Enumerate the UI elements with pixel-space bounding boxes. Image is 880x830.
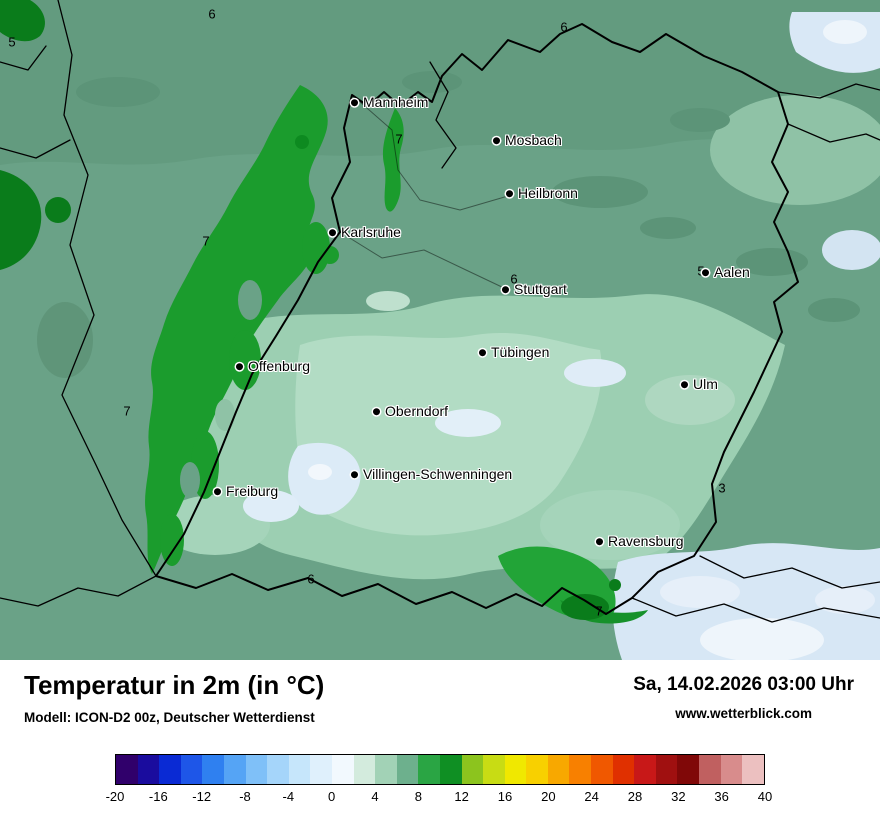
scale-cell	[655, 755, 678, 784]
scale-cell	[547, 755, 570, 784]
scale-tick-label: -8	[239, 789, 251, 804]
scale-cell	[742, 755, 764, 784]
website-url: www.wetterblick.com	[675, 706, 813, 721]
scale-cell	[159, 755, 181, 784]
scale-tick-label: -16	[148, 789, 168, 804]
scale-cell	[483, 755, 505, 784]
scale-tick-label: 4	[371, 789, 379, 804]
datetime-block: Sa, 14.02.2026 03:00 Uhr www.wetterblick…	[633, 674, 854, 721]
valid-datetime: Sa, 14.02.2026 03:00 Uhr	[633, 674, 854, 695]
scale-cell	[223, 755, 246, 784]
scale-cell	[116, 755, 138, 784]
scale-cell	[526, 755, 548, 784]
scale-tick-label: -4	[282, 789, 295, 804]
scale-tick-label: 24	[584, 789, 599, 804]
scale-cell	[396, 755, 419, 784]
scale-tick-label: 40	[757, 789, 773, 804]
scale-cell	[439, 755, 462, 784]
scale-cell	[418, 755, 440, 784]
model-info: Modell: ICON-D2 00z, Deutscher Wetterdie…	[24, 710, 315, 725]
scale-tick-label: 36	[714, 789, 729, 804]
scale-cell	[569, 755, 592, 784]
scale-bar	[115, 754, 765, 785]
scale-tick-label: -20	[105, 789, 125, 804]
scale-cell	[699, 755, 721, 784]
scale-cell	[375, 755, 397, 784]
scale-cell	[504, 755, 527, 784]
scale-cell	[310, 755, 332, 784]
terrain-layer	[0, 0, 880, 660]
border-layer	[0, 0, 880, 623]
footer: Temperatur in 2m (in °C) Modell: ICON-D2…	[0, 660, 880, 830]
map-title: Temperatur in 2m (in °C)	[24, 670, 325, 700]
scale-ticks: -20 -16 -12 -8 -4 0 4 8 12 16 20 24 28 32 36 40	[106, 789, 773, 807]
scale-tick-label: 32	[671, 789, 686, 804]
scale-tick-label: 28	[627, 789, 643, 804]
color-scale: -20 -16 -12 -8 -4 0 4 8 12 16 20 24 28 32 36 40	[106, 754, 773, 807]
scale-tick-label: 16	[497, 789, 513, 804]
scale-cell	[634, 755, 656, 784]
scale-tick-label: 12	[454, 789, 469, 804]
scale-cell	[677, 755, 700, 784]
scale-tick-label: -12	[192, 789, 212, 804]
scale-cell	[137, 755, 160, 784]
scale-tick-label: 0	[328, 789, 336, 804]
scale-cell	[353, 755, 376, 784]
scale-cell	[612, 755, 635, 784]
scale-tick-label: 8	[414, 789, 422, 804]
scale-cell	[202, 755, 224, 784]
scale-cell	[720, 755, 743, 784]
map-svg	[0, 0, 880, 660]
scale-cell	[180, 755, 203, 784]
scale-cell	[245, 755, 268, 784]
scale-cell	[331, 755, 354, 784]
scale-cell	[288, 755, 311, 784]
scale-tick-label: 20	[541, 789, 556, 804]
scale-cell	[461, 755, 484, 784]
scale-cell	[267, 755, 289, 784]
scale-cell	[591, 755, 613, 784]
